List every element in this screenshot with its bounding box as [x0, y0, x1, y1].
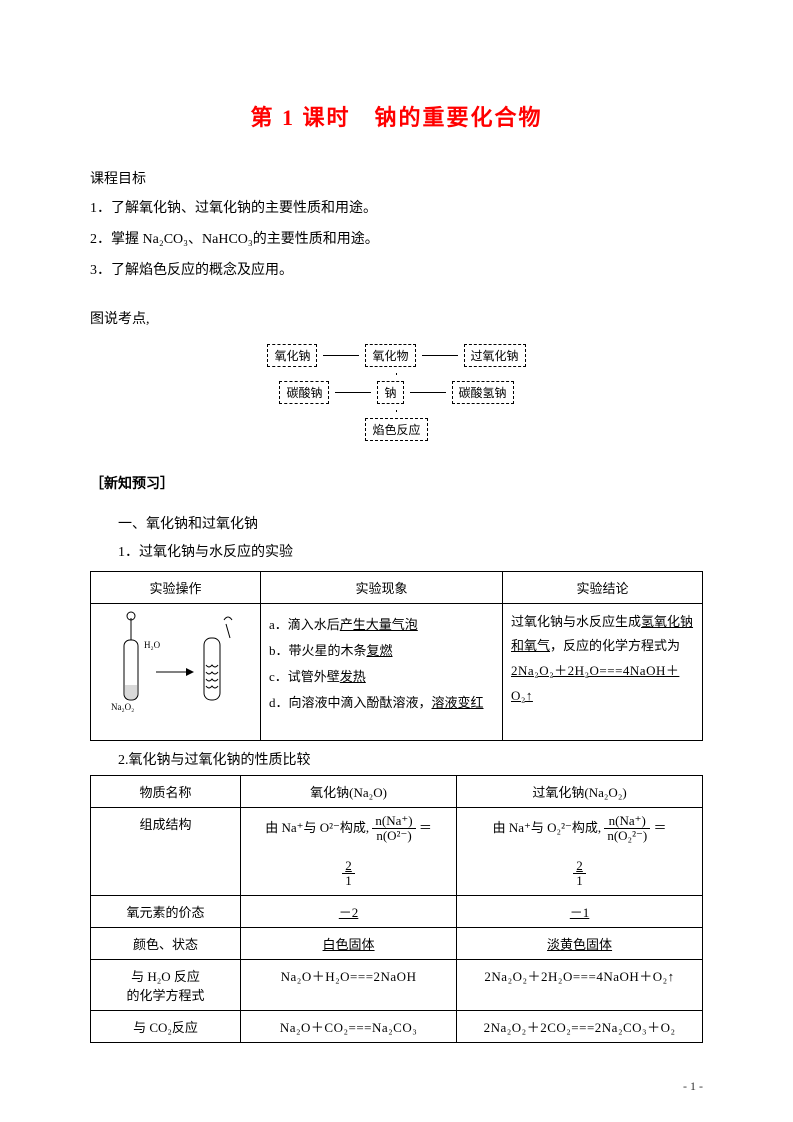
- goal-item: 2．掌握 Na₂CO₃、NaHCO₃的主要性质和用途。: [90, 227, 703, 252]
- table-cell: －1: [457, 895, 703, 927]
- table-row: 组成结构 由 Na⁺与 O²⁻构成, n(Na⁺)n(O²⁻) ＝ 21 由 N…: [91, 807, 703, 895]
- diagram-node: 氧化物: [365, 344, 415, 367]
- goal-item: 1．了解氧化钠、过氧化钠的主要性质和用途。: [90, 196, 703, 221]
- row-label: 组成结构: [91, 807, 241, 895]
- table-header: 氧化钠(Na₂O): [241, 775, 457, 807]
- table-row: 氧元素的价态 －2 －1: [91, 895, 703, 927]
- diagram-node: 氧化钠: [267, 344, 317, 367]
- section-subheading: 1．过氧化钠与水反应的实验: [118, 541, 703, 561]
- table-header: 物质名称: [91, 775, 241, 807]
- apparatus-cell: H₂O Na₂O₂: [91, 603, 261, 740]
- conclusion-cell: 过氧化钠与水反应生成氢氧化钠和氧气，反应的化学方程式为2Na₂O₂＋2H₂O==…: [503, 603, 703, 740]
- comparison-table: 物质名称 氧化钠(Na₂O) 过氧化钠(Na₂O₂) 组成结构 由 Na⁺与 O…: [90, 775, 703, 1043]
- diagram-node: 焰色反应: [365, 418, 427, 441]
- table-cell: 由 Na⁺与 O₂²⁻构成, n(Na⁺)n(O₂²⁻) ＝ 21: [457, 807, 703, 895]
- table-row: 颜色、状态 白色固体 淡黄色固体: [91, 927, 703, 959]
- table-cell: 2Na₂O₂＋2CO₂===2Na₂CO₃＋O₂: [457, 1010, 703, 1042]
- table-cell: 淡黄色固体: [457, 927, 703, 959]
- table-cell: Na₂O＋H₂O===2NaOH: [241, 959, 457, 1010]
- table-header: 实验现象: [261, 571, 503, 603]
- section-subheading: 2.氧化钠与过氧化钠的性质比较: [118, 749, 703, 769]
- table-header: 过氧化钠(Na₂O₂): [457, 775, 703, 807]
- row-label: 与 CO₂反应: [91, 1010, 241, 1042]
- page-number: - 1 -: [683, 1079, 703, 1094]
- preview-heading: ［新知预习］: [90, 473, 703, 493]
- row-label: 氧元素的价态: [91, 895, 241, 927]
- diagram-node: 过氧化钠: [464, 344, 526, 367]
- na2o2-label: Na₂O₂: [111, 702, 134, 712]
- table-cell: －2: [241, 895, 457, 927]
- observations-cell: a．滴入水后产生大量气泡 b．带火星的木条复燃 c．试管外壁发热 d．向溶液中滴…: [261, 603, 503, 740]
- table-row: 与 CO₂反应 Na₂O＋CO₂===Na₂CO₃ 2Na₂O₂＋2CO₂===…: [91, 1010, 703, 1042]
- table-row: 实验操作 实验现象 实验结论: [91, 571, 703, 603]
- table-cell: 2Na₂O₂＋2H₂O===4NaOH＋O₂↑: [457, 959, 703, 1010]
- row-label: 与 H₂O 反应 的化学方程式: [91, 959, 241, 1010]
- goal-item: 3．了解焰色反应的概念及应用。: [90, 258, 703, 283]
- table-cell: 由 Na⁺与 O²⁻构成, n(Na⁺)n(O²⁻) ＝ 21: [241, 807, 457, 895]
- table-cell: 白色固体: [241, 927, 457, 959]
- h2o-label: H₂O: [144, 640, 161, 650]
- concept-diagram: 氧化钠 氧化物 过氧化钠 碳酸钠 钠 碳酸氢钠 焰色反应: [90, 344, 703, 441]
- apparatus-icon: H₂O Na₂O₂: [106, 610, 246, 730]
- section-heading: 一、氧化钠和过氧化钠: [118, 513, 703, 533]
- experiment-table: 实验操作 实验现象 实验结论 H₂O Na₂O₂: [90, 571, 703, 741]
- table-header: 实验操作: [91, 571, 261, 603]
- table-row: 与 H₂O 反应 的化学方程式 Na₂O＋H₂O===2NaOH 2Na₂O₂＋…: [91, 959, 703, 1010]
- table-row: H₂O Na₂O₂ a．滴入水后产生大量气泡 b．带火星的木条复燃 c．试管外壁…: [91, 603, 703, 740]
- diagram-label: 图说考点,: [90, 308, 703, 328]
- table-header: 实验结论: [503, 571, 703, 603]
- page-title: 第 1 课时 钠的重要化合物: [90, 100, 703, 132]
- goals-label: 课程目标: [90, 168, 703, 188]
- diagram-node: 碳酸钠: [279, 381, 329, 404]
- table-row: 物质名称 氧化钠(Na₂O) 过氧化钠(Na₂O₂): [91, 775, 703, 807]
- row-label: 颜色、状态: [91, 927, 241, 959]
- table-cell: Na₂O＋CO₂===Na₂CO₃: [241, 1010, 457, 1042]
- diagram-node: 碳酸氢钠: [452, 381, 514, 404]
- diagram-node: 钠: [377, 381, 403, 404]
